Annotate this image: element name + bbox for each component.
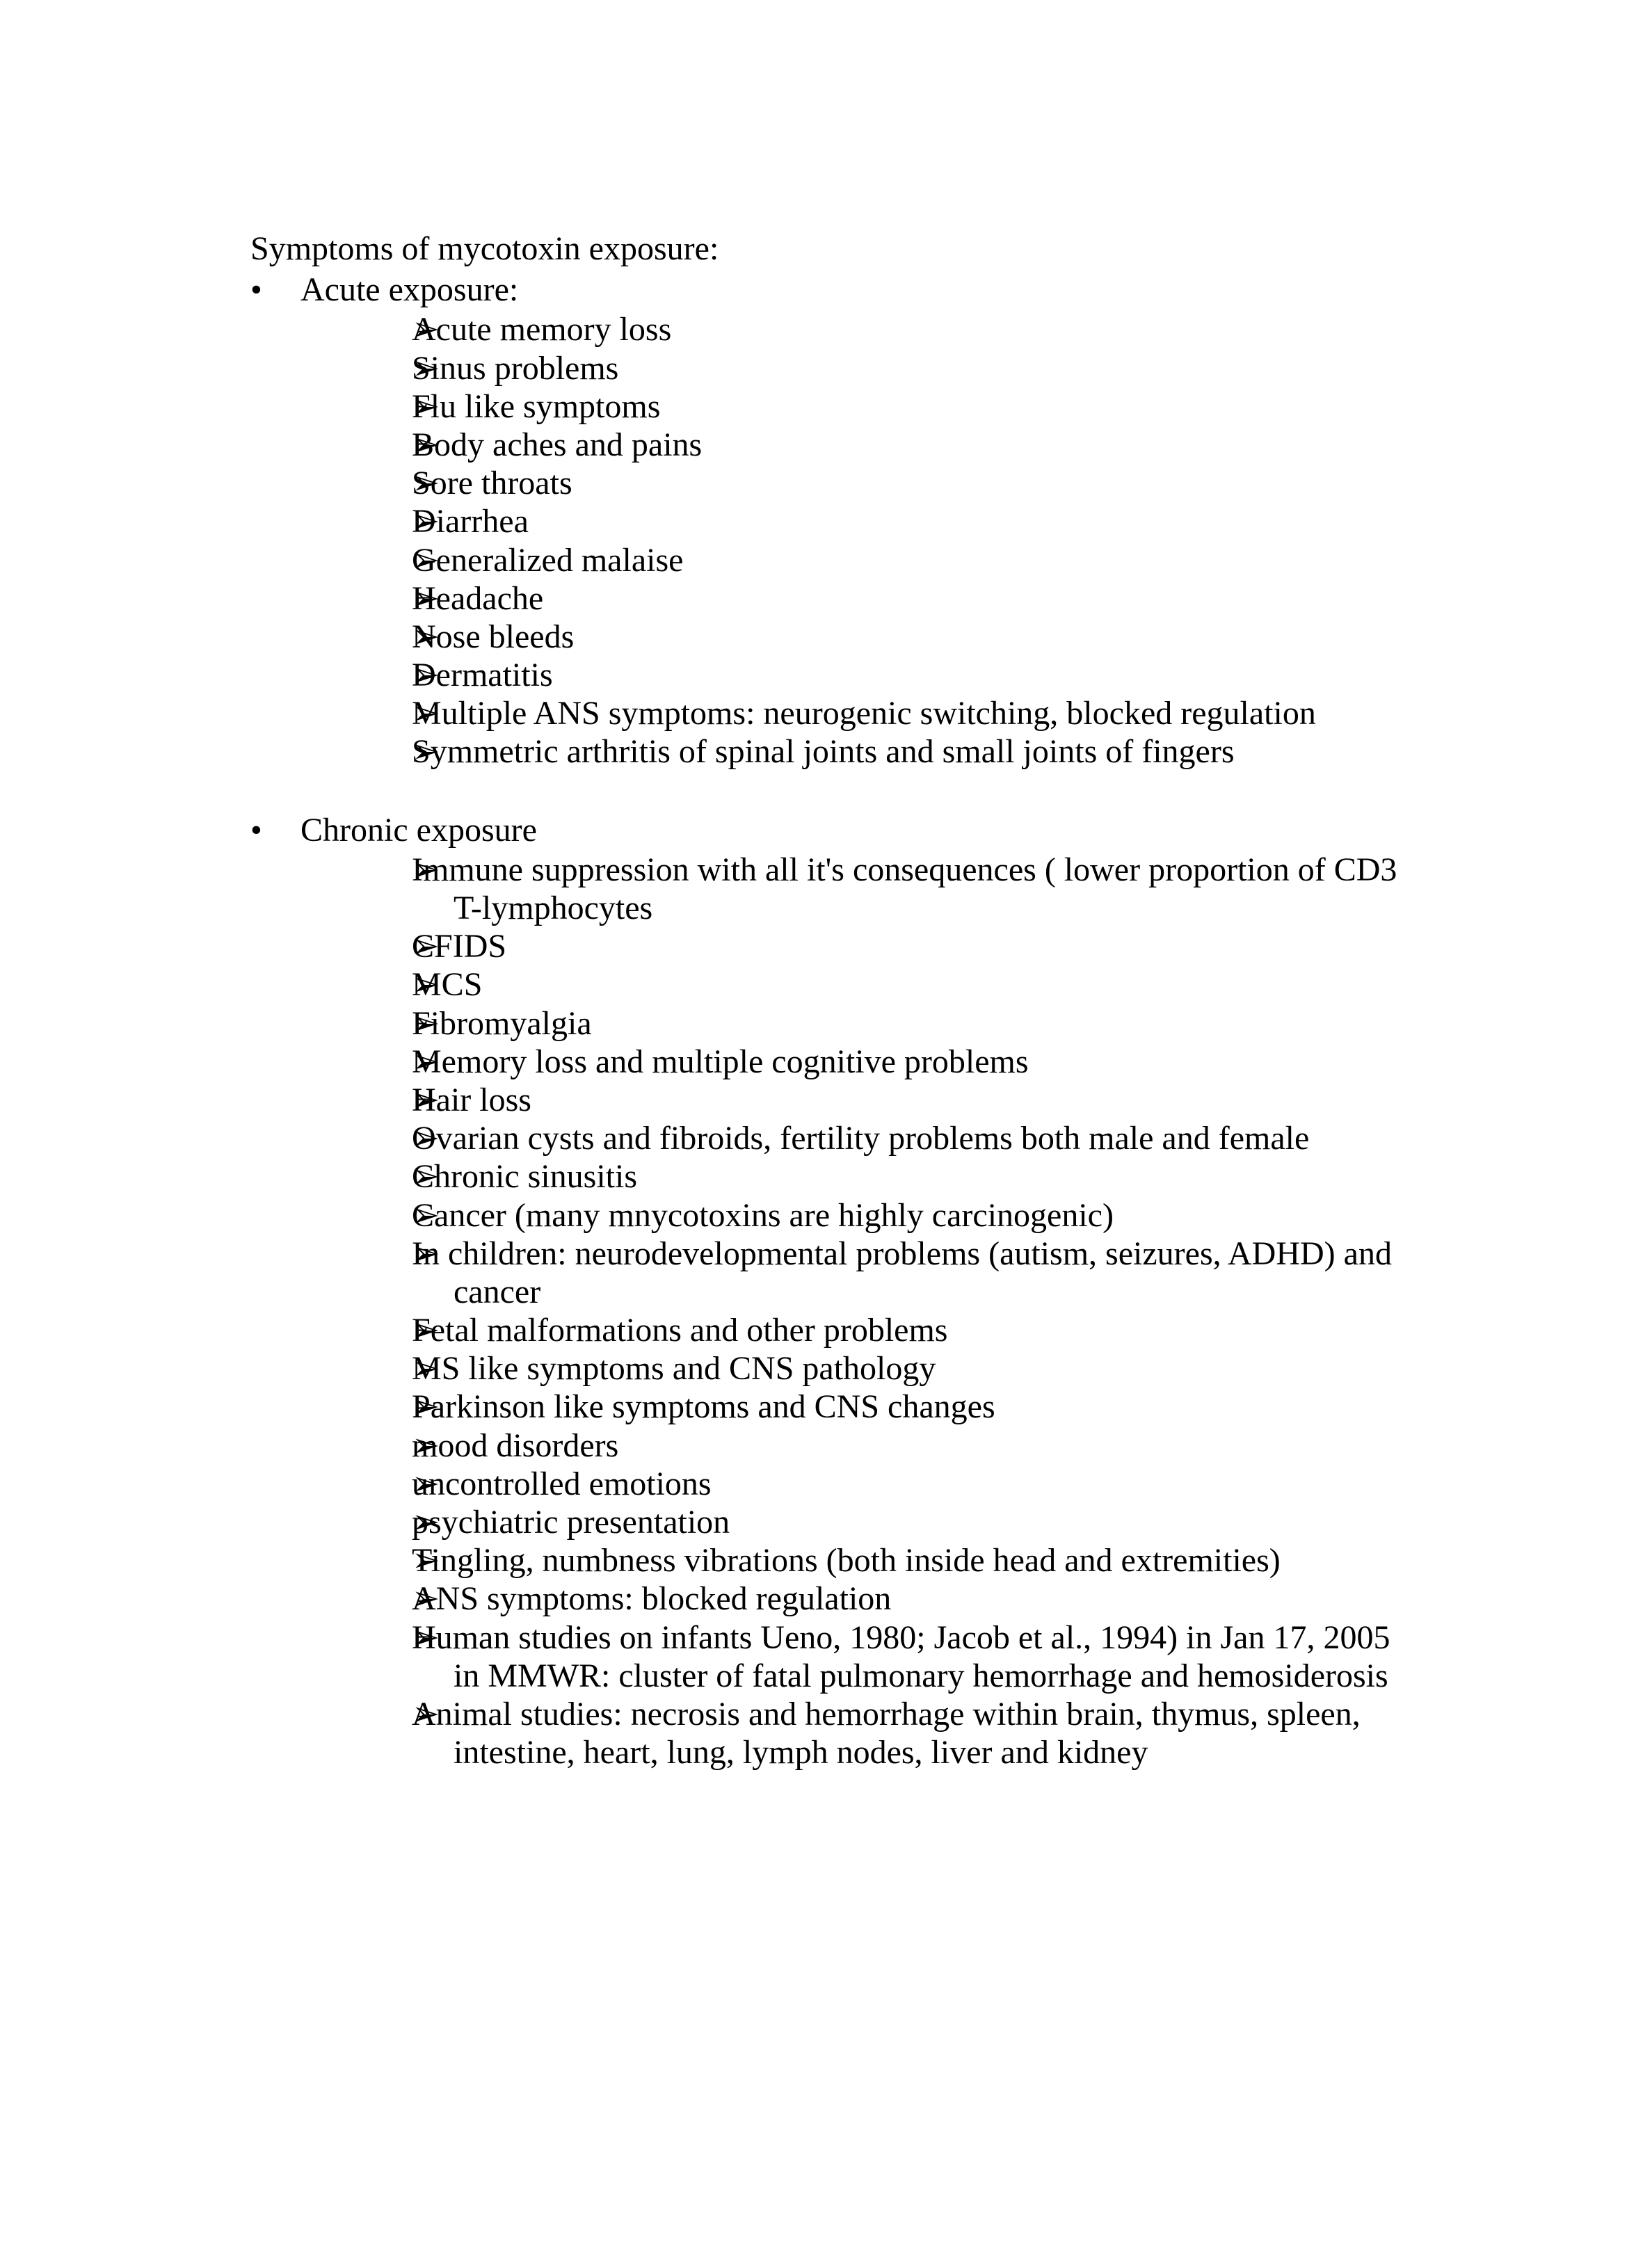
list-item: psychiatric presentation — [300, 1503, 1402, 1541]
list-item: Chronic sinusitis — [300, 1157, 1402, 1196]
list-item: Sinus problems — [300, 349, 1402, 387]
list-item: CFIDS — [300, 927, 1402, 965]
section-label: Acute exposure: — [300, 271, 518, 308]
top-level-list-2: Chronic exposure Immune suppression with… — [250, 811, 1402, 1772]
list-item: Animal studies: necrosis and hemorrhage … — [300, 1695, 1402, 1771]
list-item: Symmetric arthritis of spinal joints and… — [300, 732, 1402, 771]
list-item: MS like symptoms and CNS pathology — [300, 1349, 1402, 1388]
list-item: Nose bleeds — [300, 618, 1402, 656]
list-item: Hair loss — [300, 1081, 1402, 1119]
list-item: Parkinson like symptoms and CNS changes — [300, 1388, 1402, 1426]
list-item: Acute memory loss — [300, 310, 1402, 348]
section-chronic: Chronic exposure Immune suppression with… — [250, 811, 1402, 1772]
list-item: Dermatitis — [300, 656, 1402, 694]
section-spacer — [250, 773, 1402, 811]
document-page: Symptoms of mycotoxin exposure: Acute ex… — [0, 0, 1652, 2266]
acute-items: Acute memory loss Sinus problems Flu lik… — [300, 310, 1402, 771]
list-item: Human studies on infants Ueno, 1980; Jac… — [300, 1618, 1402, 1695]
list-item: Generalized malaise — [300, 541, 1402, 579]
list-item: Headache — [300, 579, 1402, 618]
top-level-list: Acute exposure: Acute memory loss Sinus … — [250, 271, 1402, 771]
list-item: Body aches and pains — [300, 426, 1402, 464]
chronic-items: Immune suppression with all it's consequ… — [300, 851, 1402, 1772]
page-title: Symptoms of mycotoxin exposure: — [250, 230, 1402, 268]
list-item: Fibromyalgia — [300, 1004, 1402, 1043]
list-item: Flu like symptoms — [300, 387, 1402, 426]
list-item: Cancer (many mnycotoxins are highly carc… — [300, 1196, 1402, 1235]
list-item: uncontrolled emotions — [300, 1465, 1402, 1503]
list-item: Sore throats — [300, 464, 1402, 502]
list-item: In children: neurodevelopmental problems… — [300, 1235, 1402, 1311]
list-item: Tingling, numbness vibrations (both insi… — [300, 1541, 1402, 1580]
list-item: ANS symptoms: blocked regulation — [300, 1580, 1402, 1618]
list-item: Ovarian cysts and fibroids, fertility pr… — [300, 1119, 1402, 1157]
section-acute: Acute exposure: Acute memory loss Sinus … — [250, 271, 1402, 771]
list-item: Immune suppression with all it's consequ… — [300, 851, 1402, 927]
section-label: Chronic exposure — [300, 812, 537, 849]
list-item: Diarrhea — [300, 502, 1402, 540]
list-item: mood disorders — [300, 1427, 1402, 1465]
list-item: Multiple ANS symptoms: neurogenic switch… — [300, 694, 1402, 732]
list-item: MCS — [300, 965, 1402, 1004]
list-item: Memory loss and multiple cognitive probl… — [300, 1043, 1402, 1081]
list-item: Fetal malformations and other problems — [300, 1311, 1402, 1349]
